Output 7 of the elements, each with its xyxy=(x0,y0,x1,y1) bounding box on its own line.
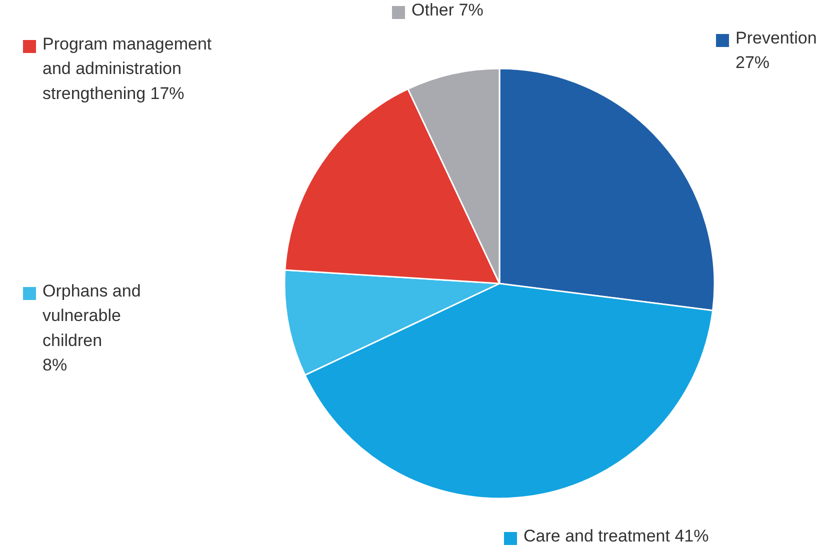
data-label: 8% xyxy=(42,356,68,375)
legend-label: Care and treatment 41% xyxy=(524,526,709,546)
legend-label: Program management and administration strengthening 17% xyxy=(42,34,212,103)
legend-label: Prevention xyxy=(736,28,817,48)
legend-label: Other 7% xyxy=(412,0,484,20)
legend-label: Orphans and vulnerable children xyxy=(42,282,141,350)
data-label: 27% xyxy=(736,53,770,72)
